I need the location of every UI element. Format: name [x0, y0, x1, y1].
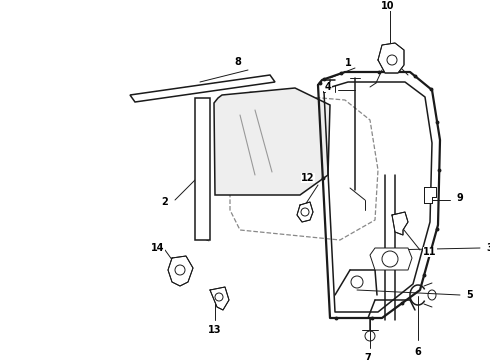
Text: 3: 3: [487, 243, 490, 253]
Polygon shape: [214, 88, 330, 195]
Polygon shape: [210, 287, 229, 310]
Text: 2: 2: [162, 197, 169, 207]
Polygon shape: [370, 248, 412, 270]
Text: 13: 13: [208, 325, 222, 335]
Text: 5: 5: [466, 290, 473, 300]
Text: 11: 11: [423, 247, 437, 257]
Text: 10: 10: [381, 1, 395, 11]
Polygon shape: [424, 187, 436, 203]
Polygon shape: [168, 256, 193, 286]
Text: 9: 9: [457, 193, 464, 203]
Text: 14: 14: [151, 243, 165, 253]
Text: 8: 8: [235, 57, 242, 67]
Polygon shape: [297, 202, 313, 222]
Polygon shape: [392, 212, 408, 235]
Text: 12: 12: [301, 173, 315, 183]
Polygon shape: [378, 43, 404, 73]
Polygon shape: [130, 75, 275, 102]
Text: 1: 1: [344, 58, 351, 68]
Text: 4: 4: [325, 82, 331, 92]
Text: 7: 7: [365, 353, 371, 360]
Polygon shape: [195, 98, 210, 240]
Text: 6: 6: [415, 347, 421, 357]
